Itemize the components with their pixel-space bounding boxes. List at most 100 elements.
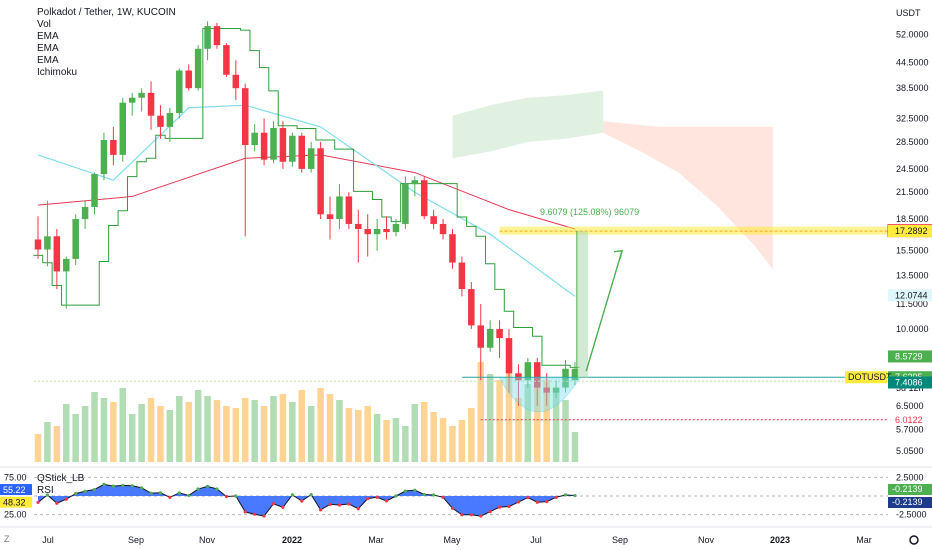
volume-bar: [270, 396, 277, 462]
legend-symbol[interactable]: Polkadot / Tether, 1W, KUCOIN: [37, 7, 176, 18]
legend-indicator-ema-3[interactable]: EMA: [37, 55, 59, 66]
badge-17-28: [888, 225, 932, 238]
qstick-dot: [187, 493, 191, 498]
volume-bar: [496, 380, 503, 462]
qstick-dot: [516, 500, 521, 504]
volume-bar: [194, 390, 202, 462]
volume-bar: [336, 400, 343, 462]
candle-body: [110, 140, 117, 155]
qstick-badge-1: [888, 484, 932, 495]
candle-body: [524, 362, 532, 381]
volume-bar: [100, 398, 108, 462]
qstick-dot: [281, 505, 285, 509]
qstick-dot: [290, 493, 294, 497]
qstick-dot: [149, 491, 153, 495]
candle-body: [185, 70, 192, 89]
qstick-dot: [526, 495, 530, 500]
osc-legend-qstick[interactable]: QStick_LB: [37, 473, 85, 484]
candle-body: [289, 135, 296, 162]
settings-gear-icon[interactable]: [909, 535, 919, 545]
ichimoku-cloud-green: [452, 90, 604, 159]
qstick-dot: [253, 512, 257, 516]
candle-body: [34, 239, 42, 250]
volume-bar: [138, 404, 145, 462]
qstick-dot: [450, 506, 455, 510]
x-tick-label: Nov: [199, 535, 216, 545]
badge-17-28-text: 17.2892: [895, 226, 928, 236]
ema-fast-line: [37, 104, 576, 297]
legend-indicator-ema-1[interactable]: EMA: [37, 31, 59, 42]
candle-body: [552, 387, 560, 393]
qstick-dot: [36, 500, 40, 505]
candle-body: [543, 387, 550, 393]
candle-body: [317, 148, 324, 215]
currency-label: USDT: [896, 8, 921, 18]
volume-bar: [571, 432, 579, 462]
candle-body: [298, 135, 306, 169]
volume-bar: [505, 362, 513, 462]
qstick-dot: [403, 489, 407, 493]
candle-body: [223, 45, 230, 75]
qstick-dot: [479, 514, 483, 518]
osc-legend-rsi[interactable]: RSI: [37, 485, 54, 496]
qstick-dot: [92, 487, 97, 492]
candle-body: [176, 70, 183, 114]
volume-bar: [515, 398, 522, 462]
volume-bar: [81, 406, 89, 462]
x-tick-label: 2022: [282, 535, 302, 545]
y-tick-label: 18.5000: [896, 214, 929, 224]
qstick-area: [38, 484, 575, 517]
volume-bar: [91, 392, 98, 462]
qstick-dot: [469, 513, 473, 517]
legend-indicator-ichimoku[interactable]: Ichimoku: [37, 67, 78, 78]
legend-indicator-ema-2[interactable]: EMA: [37, 43, 59, 54]
timezone-button[interactable]: Z: [4, 534, 10, 544]
candle-body: [468, 289, 475, 326]
qstick-dot: [375, 495, 379, 499]
volume-bar: [251, 400, 258, 462]
candle-body: [166, 113, 174, 127]
candle-body: [119, 102, 127, 155]
y-tick-label: 5.0500: [896, 446, 924, 456]
candle-body: [128, 97, 136, 103]
volume-bar: [298, 390, 306, 462]
qstick-dot: [309, 493, 313, 497]
candle-body: [204, 26, 211, 49]
volume-bar: [430, 412, 437, 462]
volume-bar: [345, 408, 353, 462]
candle-body: [279, 128, 287, 162]
qstick-dot: [384, 499, 389, 503]
volume-bar: [543, 380, 550, 462]
y-tick-label: 21.5000: [896, 187, 929, 197]
volume-bar: [53, 426, 61, 462]
rsi-badge-2: [0, 496, 32, 508]
target-zone: [499, 226, 888, 235]
symbol-tag-text: DOTUSDT: [848, 372, 892, 382]
volume-bar: [449, 426, 456, 462]
volume-bar: [44, 422, 51, 462]
x-tick-label: Jul: [42, 535, 54, 545]
qstick-dot: [554, 495, 558, 499]
candle-body: [157, 115, 164, 127]
candle-body: [449, 234, 456, 263]
qstick-dot: [234, 494, 238, 498]
qstick-dot: [573, 493, 577, 498]
volume-bar: [486, 374, 494, 462]
qstick-dot: [158, 491, 163, 495]
candle-body: [260, 132, 268, 160]
trailing-step-line: [33, 28, 580, 368]
volume-bar: [326, 394, 334, 462]
y-tick-label: 11.5000: [896, 299, 928, 309]
volume-bar: [72, 414, 79, 462]
legend-indicator-vol[interactable]: Vol: [37, 19, 51, 30]
qstick-dot: [356, 507, 360, 511]
volume-bar: [232, 408, 240, 462]
volume-bar: [213, 400, 221, 462]
qstick-dot: [422, 492, 426, 497]
qstick-dot: [262, 514, 266, 518]
qstick-dot: [394, 494, 398, 498]
candle-body: [430, 216, 437, 224]
projection-arrow: [585, 250, 623, 372]
volume-bar: [392, 418, 400, 462]
